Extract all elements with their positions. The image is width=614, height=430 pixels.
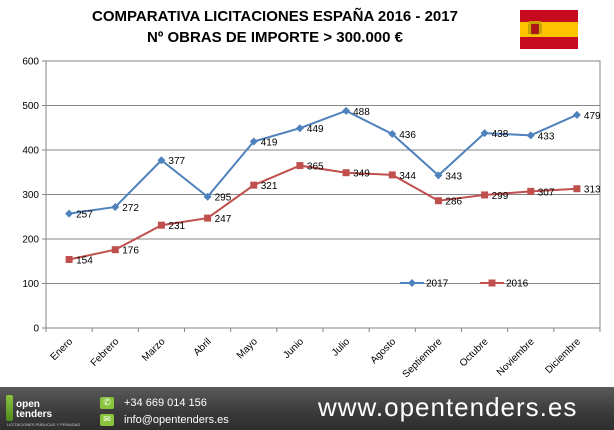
data-point-2017 [572,110,581,119]
data-label-2016: 344 [399,171,416,182]
data-point-2016 [111,246,119,254]
legend-label-2017: 2017 [426,279,449,290]
mail-icon: ✉ [100,414,114,426]
data-point-2017 [434,171,443,180]
data-point-2017 [65,209,74,218]
data-label-2017: 377 [168,156,185,167]
data-label-2016: 313 [584,185,601,196]
y-tick-label: 400 [22,146,39,157]
data-label-2017: 488 [353,107,370,118]
data-point-2016 [204,214,212,222]
data-label-2017: 436 [399,130,416,141]
data-label-2016: 307 [538,187,555,198]
data-point-2016 [388,171,396,179]
data-label-2017: 433 [538,131,555,142]
legend-label-2016: 2016 [506,279,529,290]
data-point-2016 [481,191,489,199]
chart-title: COMPARATIVA LICITACIONES ESPAÑA 2016 - 2… [92,7,458,25]
phone-row: ✆ +34 669 014 156 [100,395,207,411]
y-tick-label: 500 [22,101,39,112]
data-point-2017 [203,192,212,201]
data-label-2017: 479 [584,111,601,122]
data-label-2017: 343 [445,171,462,182]
data-point-2016 [296,162,304,170]
logo-mark-icon [6,395,13,421]
data-point-2017 [295,124,304,133]
legend-marker-2017 [408,279,416,287]
data-label-2016: 231 [168,221,185,232]
coat-of-arms-icon [528,21,542,35]
data-label-2016: 176 [122,246,139,257]
data-point-2017 [157,156,166,165]
data-point-2016 [250,181,258,189]
phone-icon: ✆ [100,397,114,409]
data-label-2016: 365 [307,162,324,173]
logo-text-tenders: tenders [16,409,53,420]
data-point-2017 [342,106,351,115]
chart: COMPARATIVA LICITACIONES ESPAÑA 2016 - 2… [22,7,602,381]
opentenders-logo: open tenders LICITACIONES PÚBLICAS Y PRI… [4,391,80,427]
y-tick-label: 200 [22,235,39,246]
data-label-2016: 247 [215,214,232,225]
email-address[interactable]: info@opentenders.es [124,414,229,426]
logo-subtitle: LICITACIONES PÚBLICAS Y PRIVADAS [7,422,81,427]
data-label-2016: 154 [76,255,93,266]
chart-subtitle: Nº OBRAS DE IMPORTE > 300.000 € [147,29,404,46]
email-row: ✉ info@opentenders.es [100,412,229,428]
y-tick-label: 300 [22,190,39,201]
data-point-2016 [157,221,165,229]
data-point-2017 [480,129,489,138]
footer-banner: open tenders LICITACIONES PÚBLICAS Y PRI… [0,387,614,430]
series-line-2017 [68,109,578,215]
data-point-2016 [527,187,535,195]
data-label-2017: 272 [122,203,139,214]
data-label-2016: 286 [445,197,462,208]
logo-text-open: open [16,399,40,410]
data-label-2017: 419 [261,138,278,149]
data-point-2016 [434,197,442,205]
data-label-2017: 438 [492,129,509,140]
spain-flag [520,10,578,49]
data-point-2016 [573,185,581,193]
data-point-2016 [65,255,73,263]
legend-marker-2016 [488,279,496,287]
y-tick-label: 600 [22,57,39,68]
data-label-2017: 449 [307,124,324,135]
data-point-2016 [342,169,350,177]
phone-number[interactable]: +34 669 014 156 [124,397,207,409]
data-point-2017 [249,137,258,146]
data-label-2016: 321 [261,181,278,192]
data-label-2017: 257 [76,210,93,221]
y-tick-label: 100 [22,279,39,290]
data-label-2016: 299 [492,191,509,202]
data-label-2017: 295 [215,193,232,204]
data-label-2016: 349 [353,169,370,180]
data-point-2017 [111,202,120,211]
series-line-2016 [68,164,577,261]
website-link[interactable]: www.opentenders.es [318,392,578,422]
y-tick-label: 0 [33,324,39,335]
data-point-2017 [526,131,535,140]
data-point-2017 [388,129,397,138]
